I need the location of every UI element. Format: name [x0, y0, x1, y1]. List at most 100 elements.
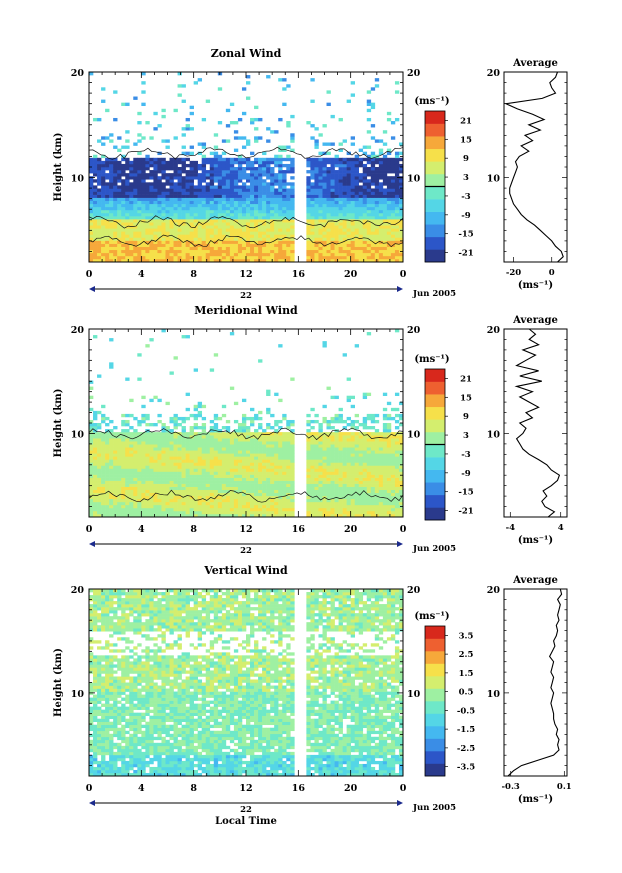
day-label: 22: [240, 291, 252, 301]
colorbar-swatch: [425, 236, 445, 250]
y-tick-label: 10: [71, 174, 85, 185]
y-axis-label: Height (km): [53, 133, 64, 202]
day-bar-arrow-right: [397, 541, 403, 547]
colorbar-swatch: [425, 494, 445, 508]
y-ticks: 20 20 10 10: [71, 325, 421, 518]
colorbar: 3.5 2.5 1.5 0.5 -0.5 -1.5 -2.5 -3.5 (ms⁻¹): [414, 611, 475, 777]
colorbar-swatch: [425, 626, 445, 639]
y-tick-label-right: 10: [407, 174, 421, 185]
colorbar-swatch: [425, 688, 445, 702]
colorbar: 21 15 9 3 -3 -9 -15 -21 (ms⁻¹): [414, 96, 474, 263]
contour-3: [88, 146, 404, 160]
x-tick-label: 0: [86, 783, 93, 794]
colorbar-swatch: [425, 419, 445, 433]
colorbar-tick-label: 9: [463, 154, 469, 164]
panel-1: 0 4 8 12 16 20 0 20 20 10 10 Zonal Wind Height (km) 2…: [53, 47, 568, 301]
date-label: Jun 2005: [412, 803, 456, 813]
profile-frame: [503, 328, 568, 518]
average-profile: 20 10 -4 4 Average (ms⁻¹): [487, 315, 568, 546]
colorbar-tick-label: 3: [463, 173, 469, 183]
x-tick-label: 20: [344, 269, 358, 280]
colorbar-swatch: [425, 431, 445, 445]
colorbar-tick-label: -15: [458, 230, 473, 240]
x-ticks: 0 4 8 12 16 20 0: [86, 72, 407, 280]
colorbar-tick-label: 9: [463, 412, 469, 422]
day-bar-arrow-right: [397, 286, 403, 292]
colorbar-swatch: [425, 457, 445, 470]
colorbar-swatch: [425, 249, 445, 263]
profile-title: Average: [512, 315, 558, 326]
y-tick-label-right: 20: [407, 68, 421, 79]
x-tick-label: 20: [344, 783, 358, 794]
colorbar-swatch: [425, 663, 445, 677]
panel-2: 0 4 8 12 16 20 0 20 20 10 10 Meridional Wind Height …: [53, 304, 568, 556]
profile-line: [507, 588, 563, 777]
x-tick-label: 12: [239, 524, 252, 535]
colorbar-tick-label: -3: [461, 450, 471, 460]
y-tick-label-right: 20: [407, 325, 421, 336]
x-tick-label: 12: [239, 783, 252, 794]
y-tick-label: 20: [71, 325, 85, 336]
x-tick-label: 0: [400, 269, 407, 280]
colorbar-swatch: [425, 381, 445, 395]
y-axis-label: Height (km): [53, 389, 64, 458]
profile-frame: [503, 588, 568, 777]
y-tick-label-right: 10: [407, 429, 421, 440]
colorbar-swatch: [425, 186, 445, 200]
colorbar-swatch: [425, 111, 445, 124]
heatmap-cells: [89, 589, 404, 777]
x-tick-label: 4: [138, 524, 145, 535]
x-tick-label: 12: [239, 269, 252, 280]
colorbar-tick-label: -21: [458, 507, 473, 517]
colorbar-unit: (ms⁻¹): [414, 611, 449, 622]
profile-y-tick-label: 20: [487, 585, 501, 596]
x-tick-label: 0: [86, 269, 93, 280]
x-tick-label: 4: [138, 783, 145, 794]
panel-3: 0 4 8 12 16 20 0 20 20 10 10 Vertical Wind Height (k…: [53, 564, 572, 827]
colorbar-tick-label: 21: [460, 374, 472, 384]
colorbar-tick-label: -21: [458, 249, 473, 259]
colorbar-swatch: [425, 406, 445, 420]
x-tick-label: 16: [292, 269, 306, 280]
colorbar-tick-label: 15: [460, 393, 472, 403]
colorbar-frame: [424, 625, 446, 777]
colorbar-tick-label: -3: [461, 192, 471, 202]
colorbar-swatch: [425, 701, 445, 714]
colorbar-swatch: [425, 738, 445, 752]
colorbar-swatch: [425, 369, 445, 382]
colorbar-tick-label: -0.5: [457, 706, 475, 716]
profile-y-tick-label: 10: [487, 689, 501, 700]
x-tick-label: 0: [400, 783, 407, 794]
y-tick-label: 10: [71, 429, 85, 440]
average-profile: 20 10 -0.3 0.1 Average (ms⁻¹): [487, 575, 572, 805]
colorbar-tick-label: -1.5: [457, 725, 475, 735]
profile-title: Average: [512, 575, 558, 586]
contour-2: [88, 427, 404, 441]
profile-unit: (ms⁻¹): [518, 280, 553, 291]
colorbar-tick-label: 0.5: [459, 688, 474, 698]
colorbar-unit: (ms⁻¹): [414, 354, 449, 365]
contour-lines: [88, 146, 404, 248]
x-tick-label: 16: [292, 524, 306, 535]
colorbar-swatch: [425, 751, 445, 764]
colorbar-swatch: [425, 224, 445, 238]
colorbar-tick-label: -2.5: [457, 744, 475, 754]
x-ticks: 0 4 8 12 16 20 0: [86, 329, 407, 535]
profile-x-tick-label: 0.1: [557, 782, 572, 792]
chart-title: Zonal Wind: [211, 47, 282, 60]
x-tick-label: 8: [190, 524, 197, 535]
colorbar-tick-label: -3.5: [457, 763, 475, 773]
y-ticks: 20 20 10 10: [71, 68, 421, 263]
colorbar-swatch: [425, 173, 445, 187]
x-tick-label: 0: [86, 524, 93, 535]
colorbar-swatch: [425, 136, 445, 150]
x-tick-label: 4: [138, 269, 145, 280]
profile-unit: (ms⁻¹): [518, 794, 553, 805]
x-tick-label: 20: [344, 524, 358, 535]
profile-x-tick-label: -4: [506, 523, 516, 533]
y-tick-label: 20: [71, 585, 85, 596]
contour-2: [88, 215, 404, 229]
day-bar: 22: [89, 541, 403, 556]
y-ticks: 20 20 10 10: [71, 585, 421, 777]
